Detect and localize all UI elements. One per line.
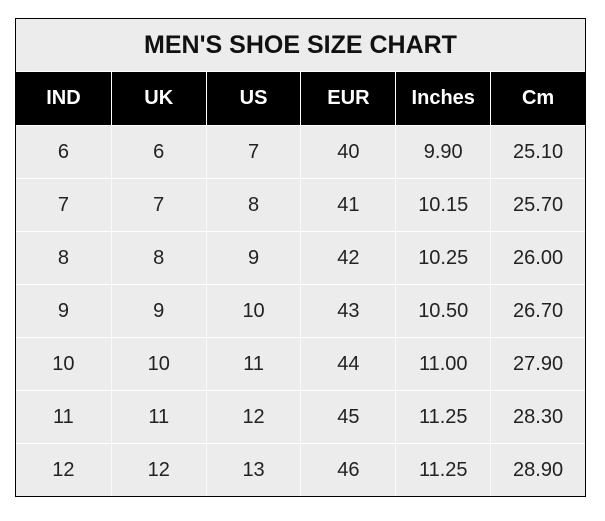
table-cell: 44 [300,338,395,390]
table-row: 8 8 9 42 10.25 26.00 [16,231,585,284]
table-cell: 12 [52,458,75,481]
column-header: EUR [300,72,395,125]
table-cell: 43 [300,285,395,337]
table-cell: 7 [110,179,206,231]
table-cell: 46 [300,444,395,496]
table-cell: 27.90 [490,338,585,390]
table-cell: 28.90 [490,444,585,496]
table-cell: 11.25 [395,391,490,443]
size-chart-table: MEN'S SHOE SIZE CHART IND UK US EUR Inches Cm… [15,18,586,497]
table-row: 12 12 13 46 11.25 28.90 [16,443,585,496]
table-cell: 41 [300,179,395,231]
table-cell: 40 [300,126,395,178]
table-cell: 6 [57,140,69,163]
table-row: 10 10 11 44 11.00 27.90 [16,337,585,390]
table-cell: 26.00 [490,232,585,284]
table-cell: 25.70 [490,179,585,231]
table-cell: 11.25 [395,444,490,496]
table-row: 6 6 7 40 9.90 25.10 [16,125,585,178]
table-cell: 45 [300,391,395,443]
column-header: US [205,72,301,125]
table-cell: 42 [300,232,395,284]
table-cell: 7 [205,126,301,178]
table-title: MEN'S SHOE SIZE CHART [16,19,585,72]
table-cell: 10 [110,338,206,390]
table-row: 11 11 12 45 11.25 28.30 [16,390,585,443]
table-cell: 25.10 [490,126,585,178]
table-cell: 28.30 [490,391,585,443]
table-body: 6 6 7 40 9.90 25.10 7 7 8 41 10.15 25.70 8 8 9 42 10.25 2… [16,125,585,496]
header-row: IND UK US EUR Inches Cm [16,72,585,125]
table-cell: 10.50 [395,285,490,337]
table-cell: 13 [205,444,301,496]
table-cell: 12 [110,444,206,496]
table-cell: 9 [110,285,206,337]
table-cell: 10 [52,352,75,375]
table-cell: 11 [110,391,206,443]
table-row: 9 9 10 43 10.50 26.70 [16,284,585,337]
table-cell: 9.90 [395,126,490,178]
table-cell: 26.70 [490,285,585,337]
table-cell: 8 [57,246,69,269]
table-cell: 6 [110,126,206,178]
column-header: IND [46,87,81,109]
table-cell: 10.15 [395,179,490,231]
table-cell: 10 [205,285,301,337]
table-cell: 9 [57,299,69,322]
table-cell: 11 [205,338,301,390]
column-header: Inches [395,72,490,125]
table-row: 7 7 8 41 10.15 25.70 [16,178,585,231]
table-cell: 7 [57,193,69,216]
table-cell: 11.00 [395,338,490,390]
table-cell: 12 [205,391,301,443]
table-cell: 8 [110,232,206,284]
column-header: UK [110,72,206,125]
table-cell: 11 [53,405,74,428]
table-cell: 8 [205,179,301,231]
table-cell: 10.25 [395,232,490,284]
table-cell: 9 [205,232,301,284]
column-header: Cm [490,72,585,125]
